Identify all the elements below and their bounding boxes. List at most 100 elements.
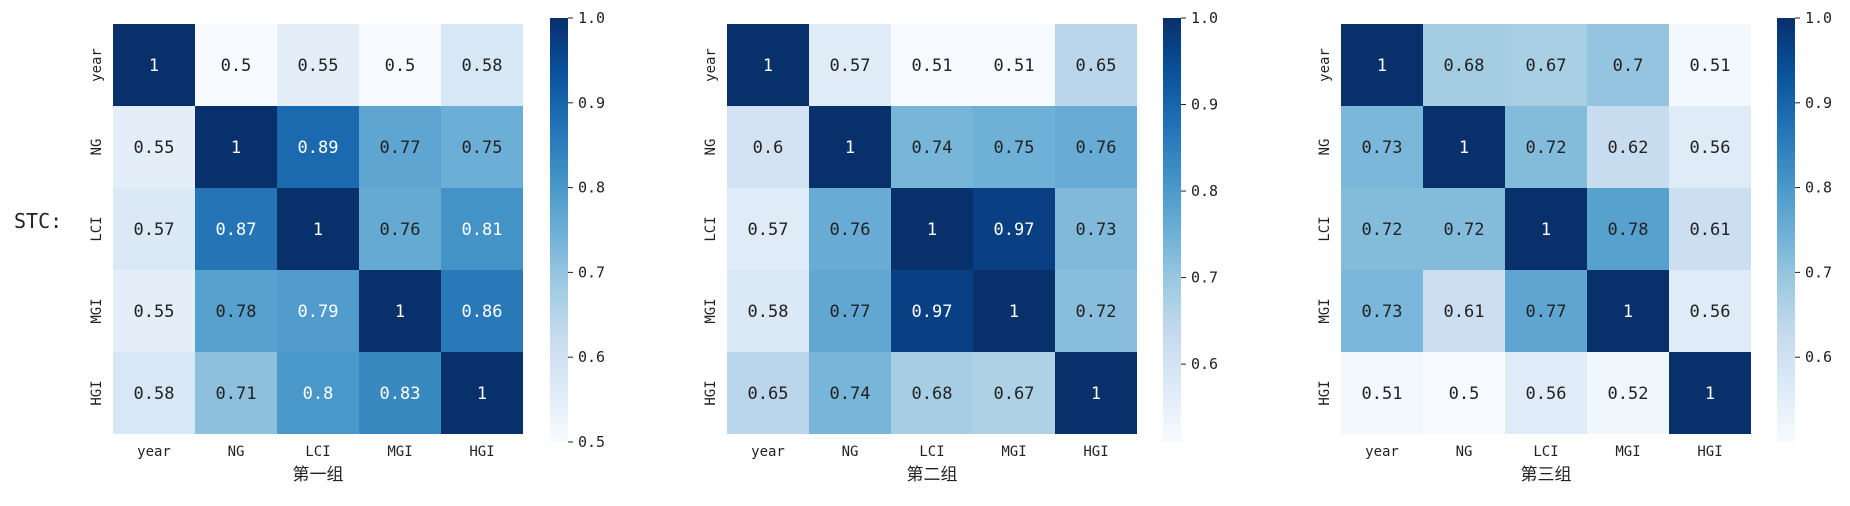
heatmap-cell xyxy=(277,352,359,434)
cell-annotation: 0.78 xyxy=(216,302,257,322)
heatmap-cell xyxy=(809,24,891,106)
colorbar-tick-label: 0.8 xyxy=(1805,179,1832,197)
heatmap-cell xyxy=(1055,24,1137,106)
y-tick-label: HGI xyxy=(1317,380,1333,405)
cell-annotation: 1 xyxy=(1091,384,1101,404)
x-tick-label: LCI xyxy=(919,444,944,460)
colorbar-tick-label: 0.9 xyxy=(1191,96,1218,114)
cell-annotation: 1 xyxy=(1623,302,1633,322)
heatmap-cell xyxy=(1587,106,1669,188)
y-tick-label: NG xyxy=(89,139,105,156)
cell-annotation: 1 xyxy=(1459,138,1469,158)
x-tick-label: MGI xyxy=(1001,444,1026,460)
cell-annotation: 0.5 xyxy=(385,56,416,76)
heatmap-cell xyxy=(1423,270,1505,352)
cell-annotation: 0.55 xyxy=(298,56,339,76)
colorbar-tick-label: 0.8 xyxy=(1191,182,1218,200)
y-tick-label: HGI xyxy=(703,380,719,405)
y-tick-label: MGI xyxy=(1317,298,1333,323)
heatmap-panel: 1 0.57 0.51 0.51 0.65 0.6 1 0.74 0.75 0.76 0.57 0.7… xyxy=(703,9,1218,485)
cell-annotation: 0.7 xyxy=(1613,56,1644,76)
heatmap-cell xyxy=(113,106,195,188)
colorbar-tick-label: 0.8 xyxy=(578,179,605,197)
heatmap-cell xyxy=(1423,352,1505,434)
heatmap-cell xyxy=(1669,188,1751,270)
heatmap-cell xyxy=(195,270,277,352)
cell-annotation: 1 xyxy=(1009,302,1019,322)
cell-annotation: 1 xyxy=(477,384,487,404)
cell-annotation: 1 xyxy=(231,138,241,158)
heatmap-cell xyxy=(359,106,441,188)
heatmap-cell xyxy=(441,352,523,434)
y-tick-label: LCI xyxy=(703,216,719,241)
colorbar-tick-label: 1.0 xyxy=(1191,9,1218,27)
heatmap-cell xyxy=(1505,24,1587,106)
row-title: STC: xyxy=(14,209,62,233)
x-tick-label: NG xyxy=(842,444,859,460)
cell-annotation: 0.76 xyxy=(380,220,421,240)
heatmap-panel: 1 0.5 0.55 0.5 0.58 0.55 1 0.89 0.77 0.75 0.57 0.87… xyxy=(89,9,605,485)
x-tick-label: year xyxy=(751,444,785,460)
colorbar xyxy=(1777,18,1795,442)
cell-annotation: 0.55 xyxy=(134,138,175,158)
heatmap-cell xyxy=(727,188,809,270)
heatmap-cell xyxy=(1341,106,1423,188)
heatmap-cell xyxy=(441,24,523,106)
heatmap-cell xyxy=(1587,24,1669,106)
cell-annotation: 0.65 xyxy=(748,384,789,404)
heatmap-cell xyxy=(973,24,1055,106)
heatmap-cell xyxy=(359,352,441,434)
heatmap-cell xyxy=(1055,188,1137,270)
cell-annotation: 0.56 xyxy=(1526,384,1567,404)
cell-annotation: 0.61 xyxy=(1444,302,1485,322)
cell-annotation: 1 xyxy=(845,138,855,158)
colorbar-tick-label: 0.9 xyxy=(578,94,605,112)
cell-annotation: 0.58 xyxy=(134,384,175,404)
heatmap-cell xyxy=(1423,24,1505,106)
cell-annotation: 0.68 xyxy=(1444,56,1485,76)
cell-annotation: 0.76 xyxy=(830,220,871,240)
heatmap-cell xyxy=(727,24,809,106)
y-tick-label: NG xyxy=(1317,139,1333,156)
cell-annotation: 1 xyxy=(395,302,405,322)
colorbar-tick-label: 0.7 xyxy=(578,263,605,281)
colorbar-tick-label: 0.6 xyxy=(1191,355,1218,373)
heatmap-cell xyxy=(195,188,277,270)
heatmap-cell xyxy=(1587,352,1669,434)
heatmap-cell xyxy=(1423,106,1505,188)
heatmap-cell xyxy=(1505,352,1587,434)
heatmap-cell xyxy=(1669,106,1751,188)
cell-annotation: 0.65 xyxy=(1076,56,1117,76)
cell-annotation: 0.86 xyxy=(462,302,503,322)
cell-annotation: 0.57 xyxy=(748,220,789,240)
heatmap-cell xyxy=(359,24,441,106)
cell-annotation: 0.78 xyxy=(1608,220,1649,240)
heatmap-cell xyxy=(891,106,973,188)
heatmap-cell xyxy=(113,270,195,352)
heatmap-cell xyxy=(1505,270,1587,352)
cell-annotation: 0.73 xyxy=(1362,138,1403,158)
x-axis-label: 第一组 xyxy=(293,465,344,485)
heatmap-cell xyxy=(1423,188,1505,270)
heatmap-cell xyxy=(809,352,891,434)
heatmap-cell xyxy=(441,270,523,352)
heatmap-cell xyxy=(1055,352,1137,434)
heatmap-cell xyxy=(195,106,277,188)
cell-annotation: 0.76 xyxy=(1076,138,1117,158)
heatmap-cell xyxy=(359,270,441,352)
cell-annotation: 0.57 xyxy=(134,220,175,240)
colorbar-tick-label: 0.7 xyxy=(1191,269,1218,287)
y-tick-label: LCI xyxy=(1317,216,1333,241)
cell-annotation: 0.73 xyxy=(1362,302,1403,322)
heatmap-cell xyxy=(973,106,1055,188)
colorbar-tick-label: 0.9 xyxy=(1805,94,1832,112)
heatmap-cell xyxy=(809,188,891,270)
cell-annotation: 0.72 xyxy=(1076,302,1117,322)
heatmap-cell xyxy=(1587,270,1669,352)
cell-annotation: 0.57 xyxy=(830,56,871,76)
x-tick-label: HGI xyxy=(1697,444,1722,460)
cell-annotation: 0.97 xyxy=(912,302,953,322)
heatmap-cell xyxy=(1669,352,1751,434)
x-tick-label: year xyxy=(137,444,171,460)
